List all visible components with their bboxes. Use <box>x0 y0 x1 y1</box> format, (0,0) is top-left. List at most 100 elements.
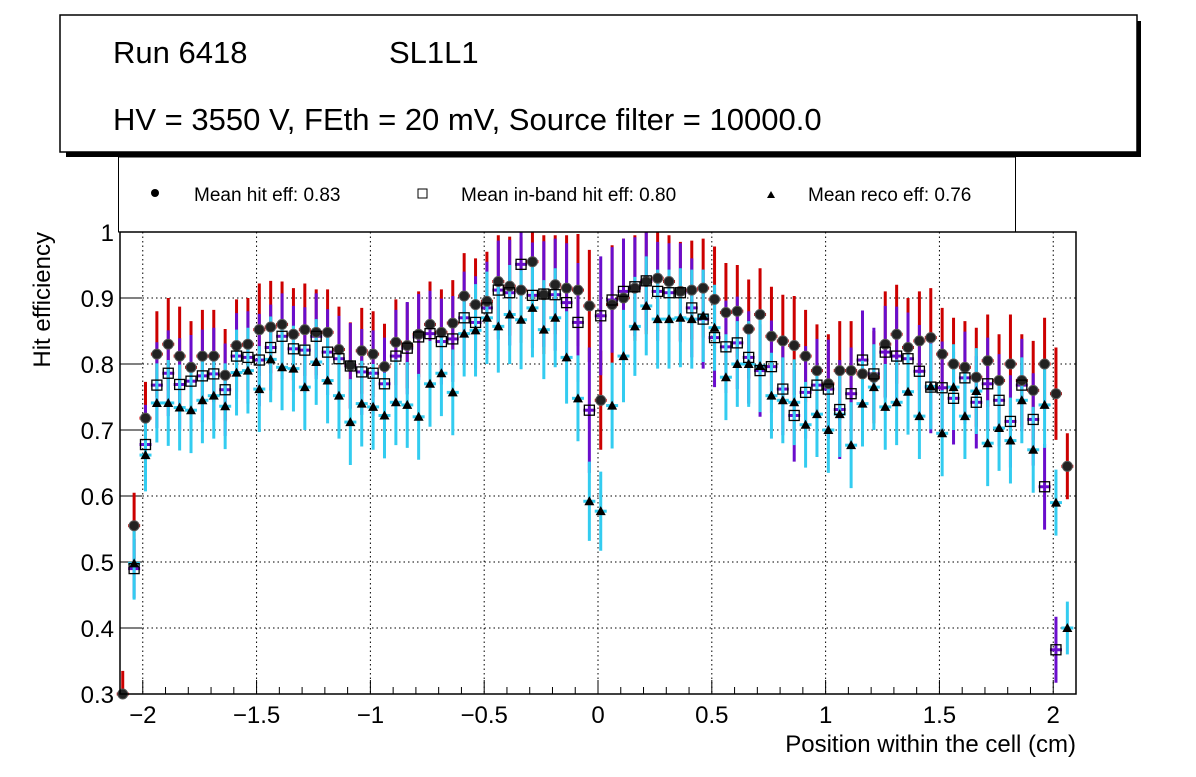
inband-eff-point <box>435 335 448 348</box>
hit-eff-point <box>219 369 231 381</box>
inband-eff-point <box>333 353 345 365</box>
y-axis-label: Hit efficiency <box>29 232 56 368</box>
reco-eff-point <box>265 354 276 364</box>
inband-eff-point <box>936 382 948 394</box>
inband-eff-point <box>162 367 174 379</box>
inband-eff-point <box>139 438 152 451</box>
hit-eff-point <box>1061 460 1073 472</box>
inband-eff-point <box>173 378 186 391</box>
reco-eff-point <box>584 496 595 506</box>
inband-eff-point <box>731 337 743 349</box>
reco-eff-point <box>777 395 788 405</box>
reco-eff-point <box>834 409 845 419</box>
hit-eff-point <box>504 280 516 292</box>
reco-eff-point <box>1005 435 1016 445</box>
reco-eff-point <box>914 411 925 421</box>
hit-eff-point <box>344 359 356 371</box>
inband-eff-point <box>367 367 379 379</box>
y-tick-label: 1 <box>101 220 114 247</box>
reco-eff-point <box>311 357 322 367</box>
reco-eff-point <box>652 314 663 324</box>
inband-eff-point <box>515 258 527 270</box>
inband-eff-point <box>947 392 960 404</box>
inband-eff-point <box>799 386 812 399</box>
inband-eff-point <box>845 388 857 400</box>
reco-eff-point <box>208 390 219 400</box>
inband-eff-point <box>344 360 357 372</box>
reco-eff-point <box>538 324 549 334</box>
hit-eff-point <box>242 338 254 350</box>
inband-eff-point <box>788 409 800 422</box>
reco-eff-point <box>925 381 936 391</box>
title-run: Run 6418 <box>113 35 247 70</box>
hit-eff-point <box>754 309 766 320</box>
title-layer: SL1L1 <box>389 35 479 70</box>
hit-eff-point <box>435 326 447 338</box>
hit-eff-point <box>162 338 174 350</box>
hit-eff-point <box>481 295 493 307</box>
hit-eff-point <box>390 336 402 348</box>
hit-eff-point <box>993 375 1005 386</box>
hit-eff-point <box>196 350 208 362</box>
inband-eff-point <box>412 331 425 343</box>
inband-eff-point <box>242 351 254 364</box>
reco-eff-point <box>595 506 606 516</box>
inband-eff-point <box>902 353 914 365</box>
reco-eff-point <box>1039 399 1050 409</box>
inband-eff-point <box>447 333 459 345</box>
inband-eff-point <box>287 343 300 355</box>
reco-eff-point <box>755 360 766 370</box>
hit-eff-point <box>902 342 914 353</box>
inband-eff-point <box>151 379 163 391</box>
inband-eff-point <box>583 404 596 416</box>
inband-eff-point <box>1027 413 1039 426</box>
reco-eff-point <box>402 399 413 409</box>
inband-eff-point <box>526 289 539 302</box>
reco-eff-point <box>436 368 447 378</box>
hit-eff-point <box>572 284 584 296</box>
hit-eff-point <box>367 348 379 360</box>
reco-eff-point <box>288 363 299 373</box>
y-tick-label: 0.7 <box>81 418 114 445</box>
reco-eff-point <box>868 382 879 392</box>
hit-eff-point <box>720 307 732 319</box>
reco-eff-point <box>163 397 174 407</box>
hit-eff-point <box>959 361 971 373</box>
hit-eff-point <box>413 328 425 340</box>
inband-eff-point <box>378 378 391 390</box>
inband-eff-point <box>1004 415 1017 428</box>
reco-eff-point <box>129 558 140 568</box>
reco-eff-point <box>322 375 333 385</box>
x-tick-label: −1.5 <box>233 702 280 729</box>
reco-eff-point <box>527 302 538 312</box>
hit-eff-point <box>788 340 800 352</box>
reco-eff-point <box>470 325 481 335</box>
reco-eff-point <box>959 411 970 421</box>
data-points <box>116 232 1074 700</box>
reco-eff-point <box>823 425 834 434</box>
reco-eff-point <box>766 390 777 400</box>
hit-eff-point <box>174 350 186 362</box>
legend-label-reco: Mean reco eff: 0.76 <box>808 185 971 206</box>
y-tick-label: 0.3 <box>81 682 114 709</box>
inband-eff-point <box>572 316 584 329</box>
reco-eff-point <box>982 438 993 448</box>
inband-eff-point <box>640 275 652 287</box>
inband-eff-point <box>185 375 197 387</box>
inband-eff-point <box>811 379 823 391</box>
reco-eff-point <box>345 417 356 427</box>
hit-eff-point <box>333 343 345 355</box>
inband-eff-point <box>777 383 789 395</box>
hit-eff-point <box>936 348 948 360</box>
inband-eff-point <box>856 354 869 366</box>
hit-eff-point <box>970 371 982 383</box>
x-tick-label: 1.5 <box>923 702 956 729</box>
hit-eff-point <box>492 276 504 287</box>
hit-eff-point <box>401 340 413 352</box>
legend-label-hit: Mean hit eff: 0.83 <box>194 185 340 206</box>
hit-eff-point <box>868 371 880 383</box>
reco-eff-point <box>186 405 197 415</box>
hit-eff-point <box>709 293 721 305</box>
hit-eff-point <box>549 279 561 291</box>
reco-eff-point <box>333 390 344 400</box>
